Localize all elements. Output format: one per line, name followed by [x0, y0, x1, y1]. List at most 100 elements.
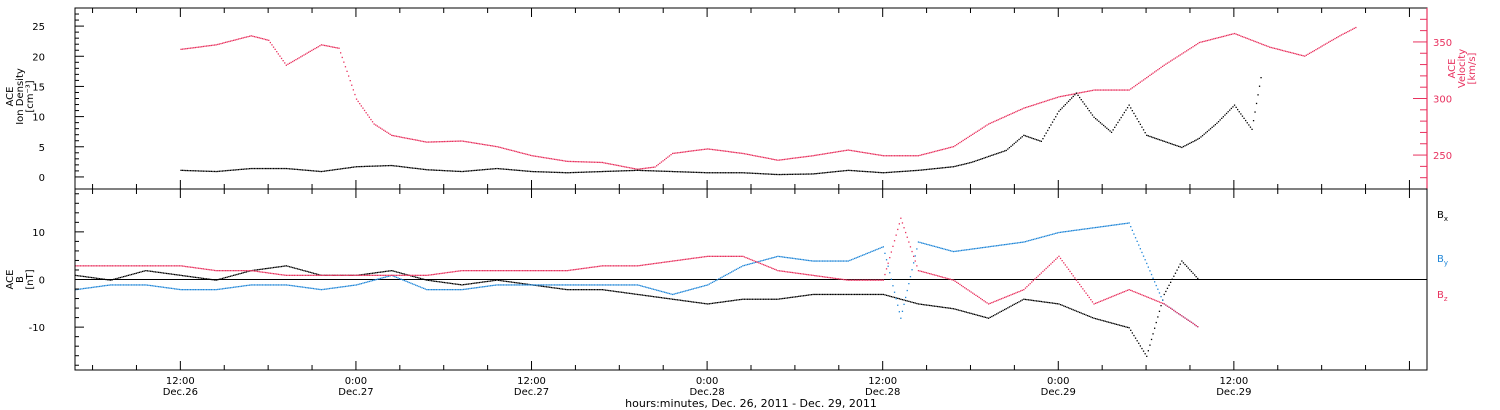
b-field-data-point [980, 297, 982, 300]
b-field-data-point [461, 284, 463, 286]
b-field-data-point [1106, 225, 1108, 227]
velocity-data-point [474, 142, 476, 144]
density-data-point [895, 171, 897, 173]
b-field-data-point [226, 270, 228, 272]
density-data-point [925, 168, 928, 171]
velocity-data-point [502, 147, 505, 149]
density-data-point [434, 169, 436, 171]
b-field-data-point [317, 273, 319, 276]
b-field-data-point [312, 274, 315, 276]
b-field-data-point [265, 268, 267, 270]
b-field-data-point [984, 246, 987, 248]
b-field-data-point [742, 265, 744, 267]
b-field-data-point [287, 274, 289, 276]
velocity-data-point [1312, 50, 1314, 53]
b-field-data-point [462, 284, 465, 286]
b-field-data-point [1117, 223, 1119, 226]
b-field-data-point [98, 285, 101, 288]
b-field-data-point [229, 287, 232, 289]
b-field-data-point [122, 276, 125, 278]
velocity-data-point [204, 45, 206, 47]
b-field-data-point [518, 282, 520, 284]
b-field-data-point [1103, 320, 1105, 322]
b-field-data-point [943, 248, 945, 250]
density-data-point [960, 164, 963, 166]
b-field-data-point [1168, 284, 1170, 286]
b-field-data-point [823, 260, 825, 262]
b-field-data-point [694, 257, 696, 259]
b-field-data-point [692, 288, 694, 290]
b-field-data-point [968, 248, 971, 251]
velocity-data-point [865, 152, 867, 154]
b-field-data-point [1023, 298, 1025, 300]
b-field-data-point [1069, 307, 1071, 310]
density-data-point [1189, 142, 1191, 144]
density-data-point [233, 169, 235, 171]
velocity-data-point [561, 159, 564, 162]
b-field-data-point [1008, 243, 1011, 245]
b-field-data-point [978, 315, 980, 317]
b-field-data-point [498, 284, 500, 286]
velocity-data-point [199, 46, 201, 48]
density-data-point [597, 171, 599, 173]
velocity-data-point [490, 145, 492, 147]
velocity-data-point [604, 162, 607, 164]
b-field-data-point [581, 284, 583, 286]
velocity-data-point [713, 149, 715, 151]
density-data-point [454, 170, 457, 172]
b-field-data-point [507, 284, 509, 286]
b-field-data-point [1050, 234, 1052, 236]
b-field-data-point [386, 274, 388, 276]
b-field-data-point [271, 267, 273, 269]
b-field-data-point [121, 265, 123, 267]
b-field-data-point [597, 284, 599, 286]
b-field-data-point [590, 289, 592, 291]
b-field-data-point [633, 284, 635, 286]
b-field-data-point [1160, 305, 1162, 307]
b-field-data-point [959, 250, 961, 252]
velocity-data-point [290, 61, 292, 64]
b-field-data-point [309, 271, 311, 273]
density-data-point [1043, 135, 1046, 137]
density-data-point [189, 170, 192, 172]
b-field-data-point [1158, 310, 1161, 312]
velocity-data-point [922, 153, 924, 156]
b-field-data-point [585, 267, 588, 269]
velocity-data-point [1139, 81, 1141, 83]
b-field-data-point [272, 273, 275, 275]
b-field-data-point [900, 217, 902, 219]
b-field-data-point [758, 298, 760, 300]
b-field-data-point [435, 289, 437, 291]
density-data-point [692, 171, 694, 173]
b-field-data-point [691, 301, 693, 303]
b-field-data-point [288, 274, 291, 276]
density-data-point [207, 170, 209, 172]
b-field-data-point [581, 268, 583, 270]
b-field-data-point [820, 260, 822, 262]
density-data-point [541, 171, 543, 173]
b-field-data-point [486, 280, 489, 283]
density-data-point [432, 169, 434, 171]
b-field-data-point [1063, 231, 1065, 233]
b-field-data-point [897, 228, 899, 231]
density-data-point [514, 169, 516, 171]
density-data-point [400, 166, 402, 168]
b-field-data-point [327, 288, 329, 290]
density-data-point [445, 170, 447, 172]
density-data-point [643, 169, 645, 172]
b-field-data-point [454, 283, 457, 285]
b-field-data-point [103, 278, 105, 280]
b-field-data-point [423, 274, 425, 276]
density-data-point [710, 172, 712, 174]
b-field-data-point [529, 270, 532, 272]
velocity-data-point [220, 43, 222, 45]
b-field-data-point [205, 268, 208, 270]
b-field-data-point [1179, 314, 1181, 316]
b-field-data-point [320, 289, 323, 291]
b-field-data-point [584, 289, 586, 291]
velocity-data-point [550, 158, 552, 160]
velocity-data-point [483, 144, 485, 146]
b-field-data-point [100, 285, 102, 287]
b-field-data-point [146, 284, 149, 286]
velocity-data-point [838, 150, 840, 153]
